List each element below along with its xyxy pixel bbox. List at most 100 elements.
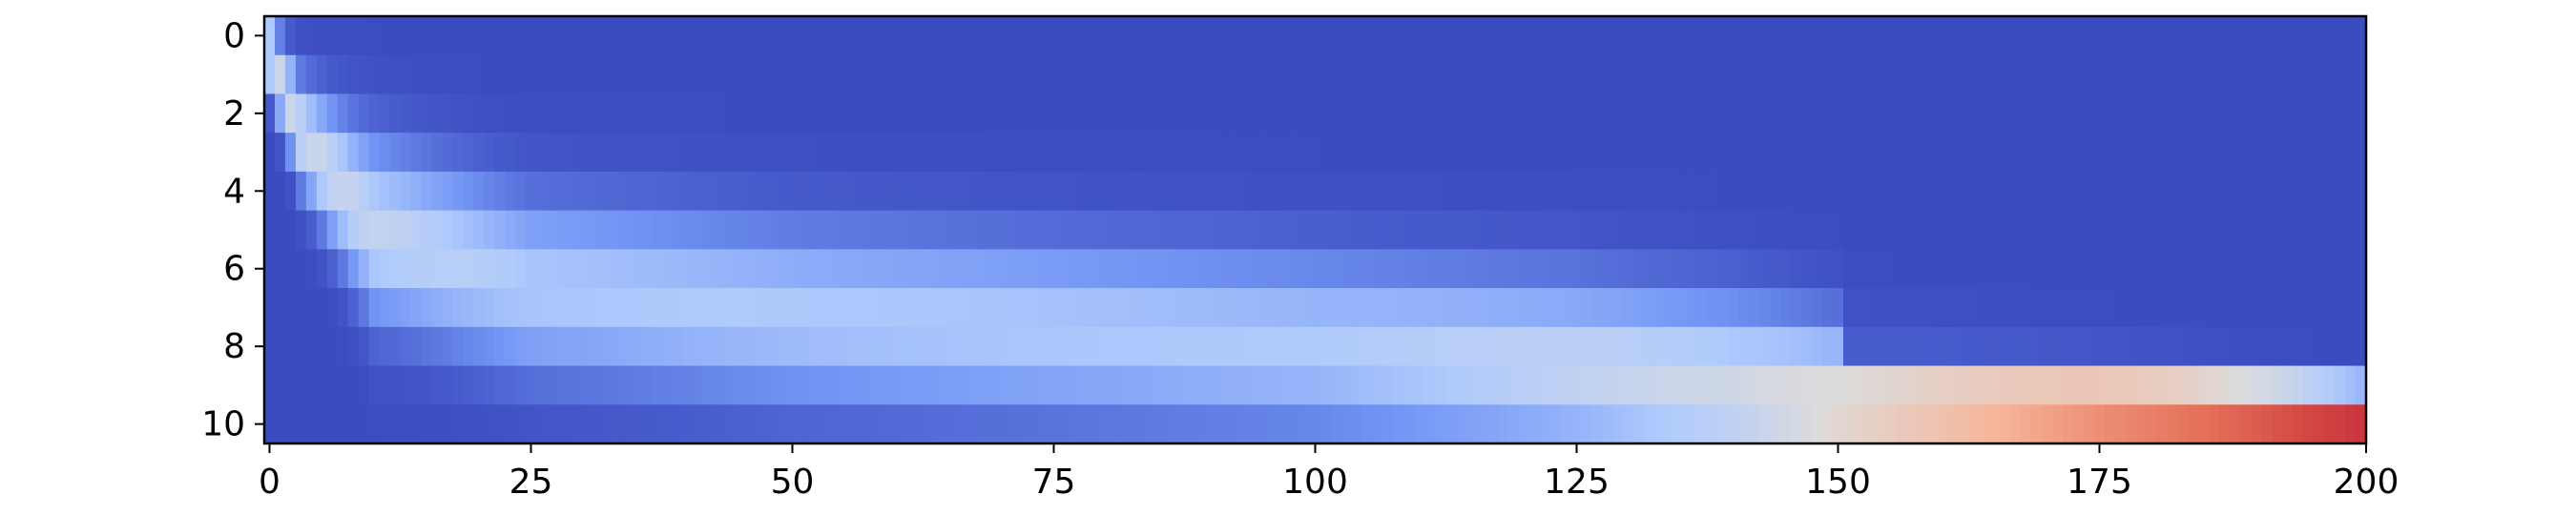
heatmap-cell	[1466, 404, 1478, 444]
heatmap-cell	[546, 171, 558, 212]
heatmap-cell	[2000, 288, 2011, 328]
heatmap-cell	[703, 133, 715, 173]
heatmap-cell	[1487, 365, 1499, 405]
heatmap-cell	[2167, 16, 2179, 56]
heatmap-cell	[619, 54, 632, 95]
heatmap-cell	[1947, 326, 1960, 367]
heatmap-cell	[1895, 171, 1907, 212]
heatmap-cell	[839, 365, 851, 405]
heatmap-cell	[1132, 171, 1144, 212]
heatmap-cell	[567, 171, 579, 212]
heatmap-cell	[1926, 133, 1939, 173]
heatmap-cell	[1361, 16, 1374, 56]
heatmap-cell	[1540, 404, 1551, 444]
heatmap-cell	[1550, 288, 1562, 328]
heatmap-cell	[849, 54, 862, 95]
heatmap-cell	[400, 93, 412, 134]
heatmap-cell	[1759, 288, 1771, 328]
heatmap-cell	[1822, 210, 1834, 250]
heatmap-cell	[1707, 326, 1719, 367]
heatmap-cell	[368, 93, 381, 134]
heatmap-cell	[944, 133, 955, 173]
heatmap-cell	[1937, 16, 1949, 56]
heatmap-cell	[1100, 210, 1112, 250]
heatmap-cell	[1519, 288, 1530, 328]
heatmap-cell	[1801, 133, 1813, 173]
heatmap-cell	[682, 288, 694, 328]
heatmap-cell	[630, 171, 642, 212]
heatmap-cell	[714, 133, 725, 173]
heatmap-cell	[463, 249, 474, 289]
heatmap-cell	[1299, 404, 1311, 444]
heatmap-cell	[1079, 249, 1091, 289]
heatmap-cell	[1905, 210, 1918, 250]
heatmap-cell	[567, 288, 579, 328]
heatmap-cell	[1090, 133, 1102, 173]
heatmap-cell	[1738, 404, 1750, 444]
heatmap-cell	[828, 171, 841, 212]
heatmap-cell	[1602, 210, 1614, 250]
heatmap-cell	[1591, 249, 1604, 289]
heatmap-cell	[1174, 93, 1186, 134]
heatmap-cell	[2094, 365, 2106, 405]
heatmap-cell	[1508, 249, 1520, 289]
heatmap-cell	[546, 93, 558, 134]
y-tick-label: 0	[223, 16, 245, 55]
heatmap-cell	[1958, 93, 1970, 134]
heatmap-cell	[1529, 133, 1541, 173]
heatmap-cell	[1602, 326, 1614, 367]
heatmap-cell	[1717, 16, 1730, 56]
heatmap-cell	[347, 54, 360, 95]
heatmap-cell	[2198, 326, 2211, 367]
heatmap-cell	[295, 133, 307, 173]
heatmap-cell	[1372, 326, 1384, 367]
heatmap-cell	[1477, 171, 1488, 212]
heatmap-cell	[1340, 171, 1353, 212]
heatmap-cell	[1319, 210, 1332, 250]
heatmap-cell	[1561, 404, 1572, 444]
heatmap-cell	[379, 16, 391, 56]
heatmap-cell	[1340, 210, 1353, 250]
heatmap-cell	[2251, 54, 2262, 95]
heatmap-cell	[577, 93, 590, 134]
heatmap-cell	[2345, 288, 2357, 328]
heatmap-cell	[1759, 210, 1771, 250]
heatmap-cell	[1403, 326, 1416, 367]
heatmap-cell	[410, 210, 422, 250]
heatmap-cell	[1863, 404, 1876, 444]
heatmap-cell	[1038, 404, 1049, 444]
heatmap-cell	[2125, 171, 2137, 212]
heatmap-cell	[473, 210, 485, 250]
heatmap-cell	[2282, 326, 2294, 367]
heatmap-cell	[1947, 365, 1960, 405]
heatmap-cell	[1696, 133, 1709, 173]
heatmap-cell	[1487, 54, 1499, 95]
heatmap-cell	[1487, 326, 1499, 367]
heatmap-cell	[1874, 171, 1886, 212]
heatmap-cell	[891, 16, 904, 56]
heatmap-cell	[912, 365, 924, 405]
heatmap-cell	[1456, 171, 1468, 212]
heatmap-cell	[1519, 326, 1530, 367]
heatmap-cell	[316, 210, 328, 250]
heatmap-cell	[933, 133, 945, 173]
heatmap-cell	[389, 16, 402, 56]
heatmap-cell	[1289, 249, 1300, 289]
heatmap-cell	[912, 404, 924, 444]
heatmap-cell	[1696, 288, 1709, 328]
heatmap-cell	[1989, 288, 2001, 328]
heatmap-cell	[1184, 133, 1196, 173]
heatmap-cell	[870, 365, 883, 405]
heatmap-cell	[661, 210, 674, 250]
heatmap-cell	[766, 365, 778, 405]
heatmap-cell	[1049, 210, 1060, 250]
heatmap-cell	[1717, 365, 1730, 405]
heatmap-cell	[1591, 404, 1604, 444]
heatmap-cell	[630, 133, 642, 173]
heatmap-cell	[1686, 210, 1698, 250]
heatmap-cell	[494, 249, 506, 289]
heatmap-cell	[2251, 249, 2262, 289]
heatmap-cell	[881, 16, 893, 56]
heatmap-cell	[1654, 133, 1667, 173]
